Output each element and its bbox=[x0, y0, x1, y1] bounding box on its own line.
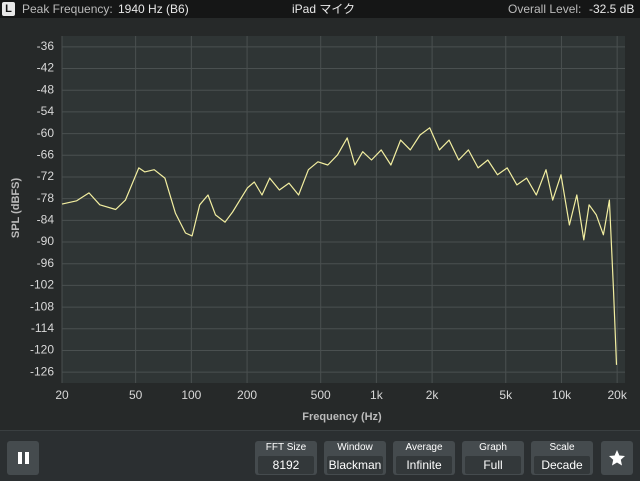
channel[interactable]: L bbox=[2, 2, 15, 16]
level-value: -32.5 dB bbox=[589, 2, 635, 16]
x-tick-label: 200 bbox=[237, 388, 257, 402]
y-tick-label: -114 bbox=[31, 321, 54, 335]
y-tick-label: -48 bbox=[37, 82, 55, 96]
peak-value: 1940 Hz (B6) bbox=[118, 2, 189, 16]
control-value: Blackman bbox=[327, 456, 383, 474]
header: L Peak Frequency: 1940 Hz (B6) iPad マイク … bbox=[0, 0, 640, 18]
control-label: Average bbox=[405, 442, 443, 453]
peak-label: Peak Frequency: bbox=[22, 2, 113, 16]
x-tick-label: 1k bbox=[370, 388, 384, 402]
y-tick-label: -126 bbox=[30, 364, 54, 378]
level-label: Overall Level: bbox=[508, 2, 582, 16]
y-tick-label: -96 bbox=[37, 256, 55, 270]
control-value: Decade bbox=[534, 456, 590, 474]
control-button[interactable]: Scale Decade bbox=[531, 441, 593, 475]
favorite-button[interactable] bbox=[601, 441, 633, 475]
control-label: Window bbox=[337, 442, 373, 453]
x-tick-label: 5k bbox=[499, 388, 513, 402]
y-tick-label: -84 bbox=[37, 213, 55, 227]
control-button[interactable]: FFT Size 8192 bbox=[255, 441, 317, 475]
control-button[interactable]: Graph Full bbox=[462, 441, 524, 475]
device: iPad マイク bbox=[292, 2, 356, 16]
toolbar: FFT Size 8192 Window Blackman Average Infinit… bbox=[0, 430, 640, 481]
x-tick-label: 10k bbox=[552, 388, 572, 402]
x-tick-label: 500 bbox=[311, 388, 331, 402]
x-tick-label: 50 bbox=[129, 388, 143, 402]
plot-area bbox=[62, 36, 625, 383]
y-axis-title: SPL (dBFS) bbox=[10, 178, 22, 239]
control-value: 8192 bbox=[258, 456, 314, 474]
y-tick-label: -42 bbox=[37, 61, 55, 75]
control-value: Full bbox=[465, 456, 521, 474]
x-tick-label: 20k bbox=[607, 388, 627, 402]
y-tick-label: -120 bbox=[30, 343, 54, 357]
control-label: Graph bbox=[479, 442, 507, 453]
control-label: Scale bbox=[549, 442, 575, 453]
x-tick-label: 20 bbox=[55, 388, 69, 402]
y-tick-label: -72 bbox=[37, 169, 55, 183]
y-tick-label: -102 bbox=[30, 278, 54, 292]
star-icon bbox=[609, 450, 625, 466]
chart: SPL (dBFS) Frequency (Hz) -36 -42 -48 -54 -6… bbox=[10, 36, 628, 423]
y-tick-label: -78 bbox=[37, 191, 55, 205]
control-value: Infinite bbox=[396, 456, 452, 474]
y-tick-label: -90 bbox=[37, 234, 55, 248]
y-tick-label: -54 bbox=[37, 104, 55, 118]
control-label: FFT Size bbox=[265, 442, 307, 453]
x-axis-title: Frequency (Hz) bbox=[302, 411, 382, 423]
control-button[interactable]: Average Infinite bbox=[393, 441, 455, 475]
pause-button[interactable] bbox=[7, 441, 39, 475]
control-button[interactable]: Window Blackman bbox=[324, 441, 386, 475]
y-tick-label: -60 bbox=[37, 126, 55, 140]
y-tick-label: -66 bbox=[37, 147, 55, 161]
spectrum-line bbox=[61, 127, 618, 365]
x-tick-label: 2k bbox=[426, 388, 440, 402]
x-tick-label: 100 bbox=[181, 388, 201, 402]
y-tick-label: -36 bbox=[37, 39, 55, 53]
y-tick-label: -108 bbox=[30, 299, 54, 313]
